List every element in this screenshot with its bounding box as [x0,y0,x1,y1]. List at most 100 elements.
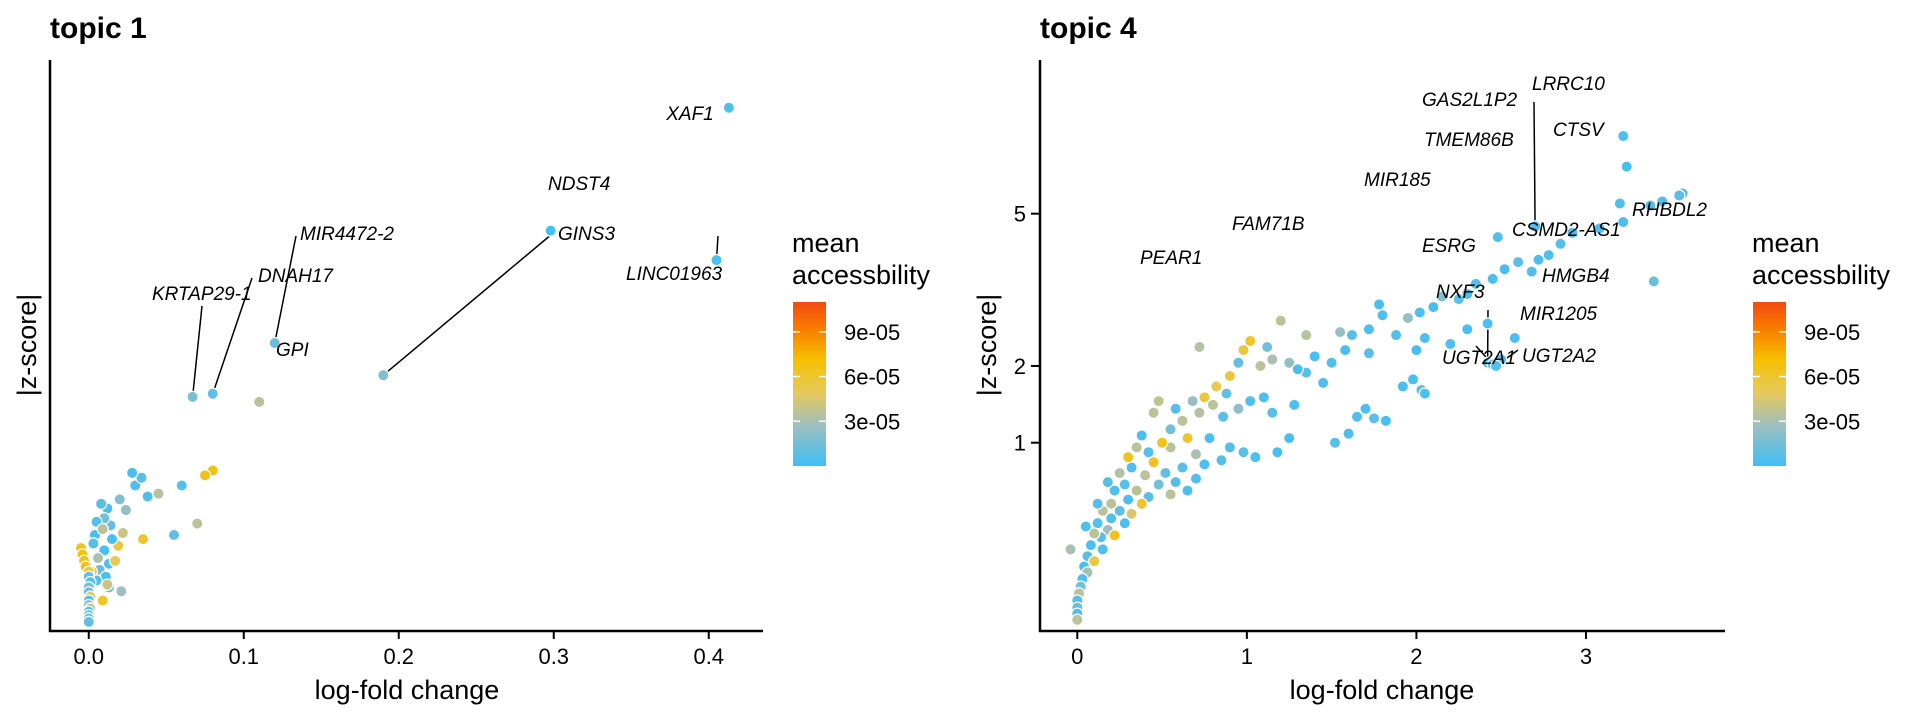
data-point [1498,262,1511,276]
data-point [1376,309,1389,322]
x-tick-label: 1 [1241,644,1253,669]
data-point [1118,516,1131,530]
point-label: NDST4 [548,174,610,195]
y-tick-label: 1 [1014,431,1026,456]
data-point [101,578,114,591]
data-point [1244,394,1257,408]
panel-topic-1: topic 1 XAF1 NDST4 LINC01963 GINS3 MIR4472-2… [12,12,931,705]
point-label: CTSV [1553,120,1606,141]
legend-colorbar [1753,302,1786,466]
data-point [1125,507,1138,520]
y-tick-label: 2 [1014,354,1026,379]
data-point [1244,334,1257,348]
data-point [82,615,95,629]
data-point [1220,387,1233,400]
x-tick-label: 0.0 [73,644,104,669]
data-point-pear1 [1193,340,1206,354]
point-label: TMEM86B [1424,130,1514,151]
y-axis-label: |z-score| [12,294,42,397]
data-point [1105,497,1118,510]
data-point-xaf1 [722,101,736,114]
data-point [191,517,204,530]
point-label: UGT2A2 [1522,346,1596,367]
data-point [1088,554,1101,568]
data-point [1418,387,1432,400]
legend-tick-label: 9e-05 [844,320,900,345]
label-connector [1533,101,1536,227]
data-point [1142,446,1155,459]
data-point [1215,454,1228,467]
data-point [152,487,165,500]
data-point-ctsv [1566,226,1579,239]
data-point [96,522,109,536]
data-point [1206,398,1220,412]
data-point [1147,456,1160,469]
label-connector [382,233,553,376]
legend-tick-label: 3e-05 [844,409,900,434]
data-point [1362,346,1376,360]
point-label: NXF3 [1436,282,1485,303]
point-label: DNAH17 [258,266,334,287]
data-point [1189,447,1203,461]
panel-topic-4: topic 4 LRRC10 GAS2L1P2 RHBDL2 TMEM86B CTSV M… [972,12,1891,705]
data-point [1316,376,1330,390]
data-point [1223,369,1237,383]
data-point [1091,516,1104,530]
data-point [1135,429,1148,442]
point-label: GINS3 [558,224,615,245]
legend-title-line-2: accessbility [792,260,931,290]
data-point [1223,441,1237,454]
legend-ticks: 9e-05 6e-05 3e-05 [1753,320,1860,434]
data-point [1198,458,1211,471]
x-tick-label: 0.2 [383,644,414,669]
data-point [1152,394,1165,408]
data-point [1389,328,1403,342]
data-point [1345,328,1359,342]
data-point [1469,277,1482,291]
data-point [1444,337,1457,351]
data-point [1071,613,1084,626]
data-point [1308,350,1321,363]
data-point [1644,199,1657,212]
data-point [1101,475,1115,489]
data-point [1159,466,1172,480]
data-point-gpi [253,395,266,409]
data-point [1328,436,1342,449]
x-tick-label: 0.1 [228,644,259,669]
data-point [1418,331,1432,345]
data-point [175,479,188,492]
legend-colorbar [793,302,826,466]
chart-title: topic 1 [50,12,147,45]
data-point [1237,446,1250,459]
data-point [1359,402,1372,415]
data-point-mir185 [1435,290,1449,303]
data-point [1288,398,1301,412]
data-point [1266,353,1279,366]
data-point [96,594,109,607]
data-point [198,469,212,482]
y-tick-label: 5 [1014,202,1026,227]
data-point [1181,431,1194,445]
data-point [1088,527,1101,540]
data-point [1673,189,1686,202]
data-point-krtap29-1 [186,390,199,404]
point-label: GAS2L1P2 [1422,90,1517,111]
color-legend: mean accessbility 9e-05 6e-05 3e-05 [1752,228,1891,466]
data-point [1108,484,1121,497]
x-tick-label: 0 [1071,644,1083,669]
data-point [1198,391,1211,404]
data-point [1113,466,1126,480]
data-point [1300,328,1313,342]
data-point [1427,300,1440,314]
data-point [1125,461,1138,474]
data-point [1113,504,1126,518]
data-point [1155,436,1169,449]
data-point [1542,248,1555,262]
point-label: CSMD2-AS1 [1512,220,1621,241]
x-ticks: 0.0 0.1 0.2 0.3 0.4 [73,631,724,669]
data-point-rhbdl2 [1647,275,1660,288]
data-point [1486,272,1499,286]
data-point [1176,414,1189,428]
legend-tick-label: 3e-05 [1804,409,1860,434]
data-point [1216,410,1230,423]
